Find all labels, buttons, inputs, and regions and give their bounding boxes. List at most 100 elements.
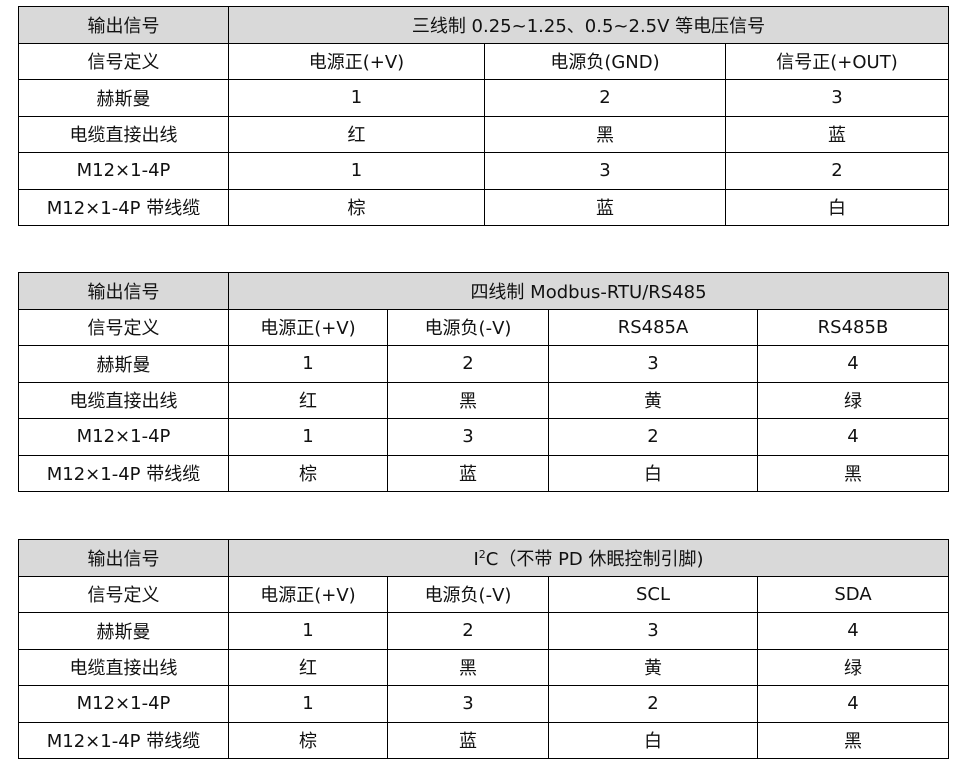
table-cell: 1 <box>228 345 388 383</box>
table-cell: 2 <box>725 152 949 190</box>
table-row: M12×1-4P 1 3 2 4 <box>18 685 949 723</box>
row-label: 信号定义 <box>18 42 229 80</box>
row-label: 电缆直接出线 <box>18 115 229 153</box>
table-cell: 2 <box>548 418 758 456</box>
table-cell: 1 <box>228 418 388 456</box>
table-cell: 棕 <box>228 188 485 226</box>
header-label: 输出信号 <box>18 539 229 577</box>
table-cell: 黑 <box>387 381 549 419</box>
table-cell: 黄 <box>548 648 758 686</box>
table-cell: 3 <box>725 79 949 117</box>
row-label: 电缆直接出线 <box>18 648 229 686</box>
table-header-row: 输出信号 三线制 0.25~1.25、0.5~2.5V 等电压信号 <box>18 6 949 44</box>
table-cell: 绿 <box>757 381 949 419</box>
table-cell: 电源正(+V) <box>228 308 388 346</box>
row-label: M12×1-4P 带线缆 <box>18 454 229 492</box>
table-row: 赫斯曼 1 2 3 4 <box>18 612 949 650</box>
header-label: 输出信号 <box>18 272 229 310</box>
table-cell: 红 <box>228 648 388 686</box>
table-cell: 2 <box>548 685 758 723</box>
table-cell: 黑 <box>387 648 549 686</box>
table-cell: 3 <box>548 612 758 650</box>
table-cell: 1 <box>228 152 485 190</box>
row-label: M12×1-4P <box>18 685 229 723</box>
table-cell: 红 <box>228 115 485 153</box>
table-cell: 蓝 <box>484 188 726 226</box>
table-cell: 4 <box>757 685 949 723</box>
table-cell: 绿 <box>757 648 949 686</box>
table-cell: 黑 <box>484 115 726 153</box>
table-cell: 3 <box>387 685 549 723</box>
table-cell: 白 <box>548 721 758 759</box>
table-header-row: 输出信号 I2C（不带 PD 休眠控制引脚) <box>18 539 949 577</box>
row-label: 电缆直接出线 <box>18 381 229 419</box>
header-title-part: I <box>473 548 479 570</box>
table-cell: 信号正(+OUT) <box>725 42 949 80</box>
table-row: 信号定义 电源正(+V) 电源负(-V) SCL SDA <box>18 575 949 613</box>
row-label: 信号定义 <box>18 575 229 613</box>
row-label: 赫斯曼 <box>18 79 229 117</box>
header-title: 四线制 Modbus-RTU/RS485 <box>228 272 949 310</box>
table-row: 电缆直接出线红黑蓝 <box>18 115 949 153</box>
table-cell: 1 <box>228 79 485 117</box>
table-cell: 黄 <box>548 381 758 419</box>
table-cell: 电源负(-V) <box>387 308 549 346</box>
table-cell: 蓝 <box>725 115 949 153</box>
table-cell: 4 <box>757 418 949 456</box>
table-cell: 棕 <box>228 454 388 492</box>
table-cell: 1 <box>228 685 388 723</box>
row-label: M12×1-4P <box>18 418 229 456</box>
table-cell: SCL <box>548 575 758 613</box>
row-label: M12×1-4P <box>18 152 229 190</box>
table-cell: 2 <box>387 612 549 650</box>
table-row: 信号定义 电源正(+V) 电源负(-V) RS485A RS485B <box>18 308 949 346</box>
table-row: 电缆直接出线红黑黄绿 <box>18 648 949 686</box>
table-cell: 3 <box>548 345 758 383</box>
table-cell: 白 <box>548 454 758 492</box>
table-cell: 电源负(-V) <box>387 575 549 613</box>
table-cell: 4 <box>757 345 949 383</box>
table-cell: 蓝 <box>387 454 549 492</box>
three-wire-voltage-table: 输出信号 三线制 0.25~1.25、0.5~2.5V 等电压信号 信号定义 电源… <box>18 6 949 226</box>
table-cell: 电源正(+V) <box>228 575 388 613</box>
table-row: 赫斯曼 1 2 3 4 <box>18 345 949 383</box>
table-row: M12×1-4P 带线缆棕蓝白 <box>18 188 949 226</box>
table-cell: 1 <box>228 612 388 650</box>
table-cell: SDA <box>757 575 949 613</box>
table-cell: 3 <box>484 152 726 190</box>
table-row: M12×1-4P 带线缆棕蓝白黑 <box>18 454 949 492</box>
row-label: 赫斯曼 <box>18 612 229 650</box>
table-row: M12×1-4P 1 3 2 <box>18 152 949 190</box>
header-title: I2C（不带 PD 休眠控制引脚) <box>228 539 949 577</box>
table-cell: 3 <box>387 418 549 456</box>
table-cell: 棕 <box>228 721 388 759</box>
row-label: 赫斯曼 <box>18 345 229 383</box>
header-label: 输出信号 <box>18 6 229 44</box>
table-cell: 2 <box>387 345 549 383</box>
table-row: 电缆直接出线红黑黄绿 <box>18 381 949 419</box>
table-cell: RS485A <box>548 308 758 346</box>
table-cell: 2 <box>484 79 726 117</box>
table-cell: 红 <box>228 381 388 419</box>
table-header-row: 输出信号 四线制 Modbus-RTU/RS485 <box>18 272 949 310</box>
table-row: M12×1-4P 带线缆棕蓝白黑 <box>18 721 949 759</box>
table-cell: RS485B <box>757 308 949 346</box>
row-label: 信号定义 <box>18 308 229 346</box>
table-cell: 蓝 <box>387 721 549 759</box>
table-cell: 黑 <box>757 721 949 759</box>
header-title: 三线制 0.25~1.25、0.5~2.5V 等电压信号 <box>228 6 949 44</box>
table-row: M12×1-4P 1 3 2 4 <box>18 418 949 456</box>
table-cell: 4 <box>757 612 949 650</box>
table-cell: 电源正(+V) <box>228 42 485 80</box>
table-cell: 黑 <box>757 454 949 492</box>
table-row: 赫斯曼 1 2 3 <box>18 79 949 117</box>
table-cell: 白 <box>725 188 949 226</box>
table-row: 信号定义 电源正(+V) 电源负(GND) 信号正(+OUT) <box>18 42 949 80</box>
modbus-rs485-table: 输出信号 四线制 Modbus-RTU/RS485 信号定义 电源正(+V) 电源负… <box>18 272 949 492</box>
row-label: M12×1-4P 带线缆 <box>18 188 229 226</box>
i2c-table: 输出信号 I2C（不带 PD 休眠控制引脚) 信号定义 电源正(+V) 电源负(-V… <box>18 539 949 759</box>
superscript: 2 <box>478 547 486 561</box>
header-title-part: C（不带 PD 休眠控制引脚) <box>485 548 704 570</box>
table-cell: 电源负(GND) <box>484 42 726 80</box>
row-label: M12×1-4P 带线缆 <box>18 721 229 759</box>
